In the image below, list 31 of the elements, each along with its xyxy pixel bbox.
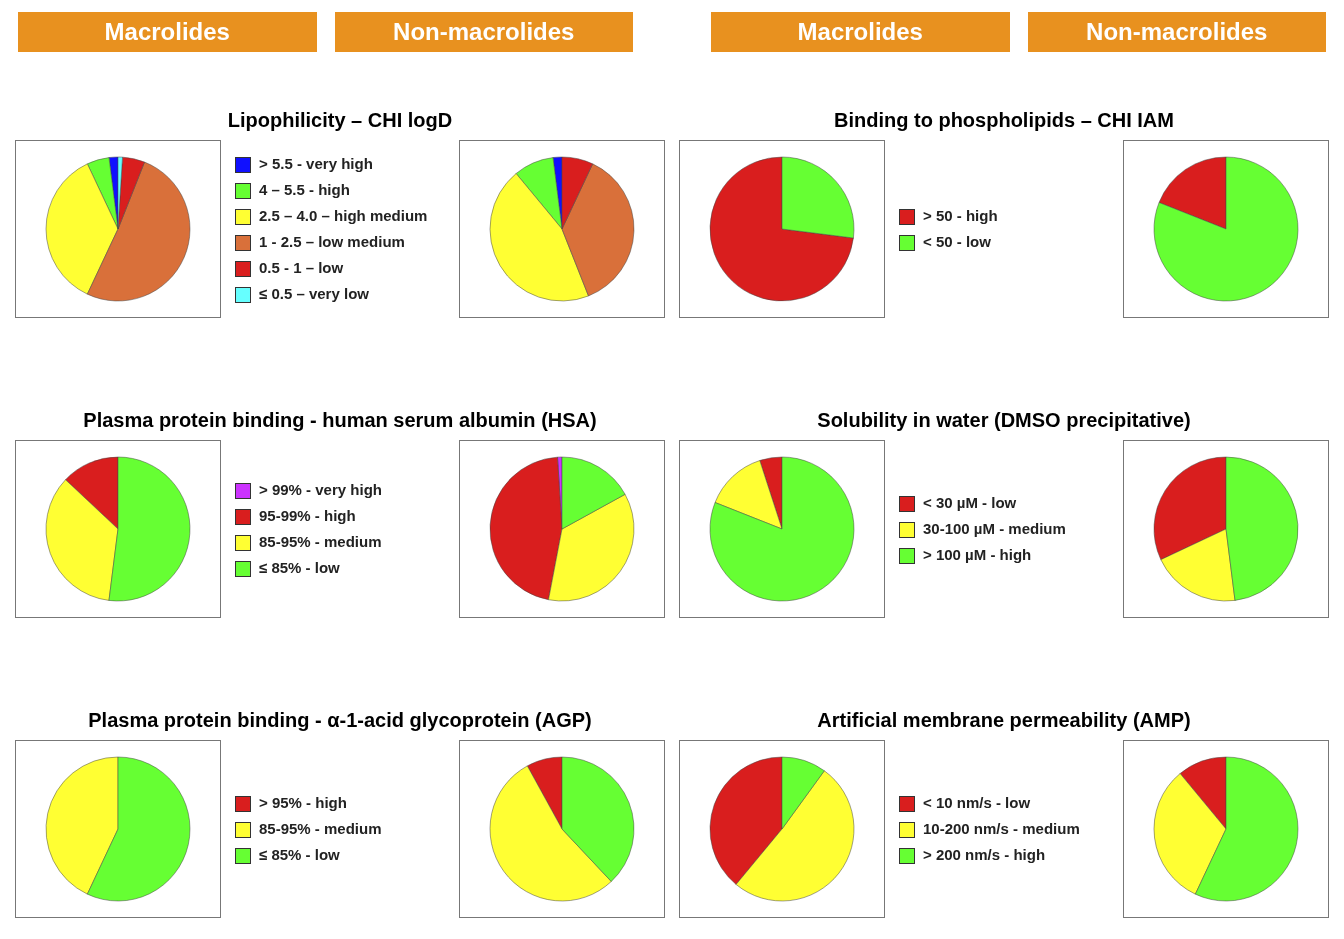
legend-label: ≤ 85% - low	[259, 559, 340, 576]
chart-title: Plasma protein binding - α-1-acid glycoprotein (AGP)	[87, 708, 593, 732]
legend-label: 4 – 5.5 - high	[259, 181, 350, 198]
chart-title: Lipophilicity – CHI logD	[226, 108, 454, 132]
legend-label: > 5.5 - very high	[259, 155, 373, 172]
chart-title: Plasma protein binding - human serum albumin (HSA)	[82, 408, 598, 432]
text: Non-macrolides	[334, 12, 633, 52]
legend-label: 30-100 µM - medium	[923, 520, 1066, 537]
legend-label: > 50 - high	[923, 207, 998, 224]
chart-title: Binding to phospholipids – CHI IAM	[833, 108, 1175, 132]
legend-label: > 200 nm/s - high	[923, 846, 1046, 863]
text: Macrolides	[711, 12, 1010, 52]
legend-label: 85-95% - medium	[259, 820, 382, 837]
legend-label: 1 - 2.5 – low medium	[259, 233, 405, 250]
legend-label: 85-95% - medium	[259, 533, 382, 550]
legend-label: 0.5 - 1 – low	[259, 259, 344, 276]
legend-label: ≤ 0.5 – very low	[259, 285, 369, 302]
legend-label: ≤ 85% - low	[259, 846, 340, 863]
legend-label: < 10 nm/s - low	[923, 794, 1031, 811]
legend-label: 2.5 – 4.0 – high medium	[259, 207, 428, 224]
legend-label: 95-99% - high	[259, 507, 356, 524]
legend-label: > 95% - high	[259, 794, 347, 811]
legend-label: > 99% - very high	[259, 481, 382, 498]
text: Macrolides	[18, 12, 317, 52]
chart-title: Solubility in water (DMSO precipitative)	[816, 408, 1192, 432]
legend-label: < 30 µM - low	[923, 494, 1017, 511]
legend-label: 10-200 nm/s - medium	[923, 820, 1080, 837]
legend-label: < 50 - low	[923, 233, 991, 250]
legend-label: > 100 µM - high	[923, 546, 1032, 563]
text: Non-macrolides	[1027, 12, 1326, 52]
chart-title: Artificial membrane permeability (AMP)	[816, 708, 1192, 732]
